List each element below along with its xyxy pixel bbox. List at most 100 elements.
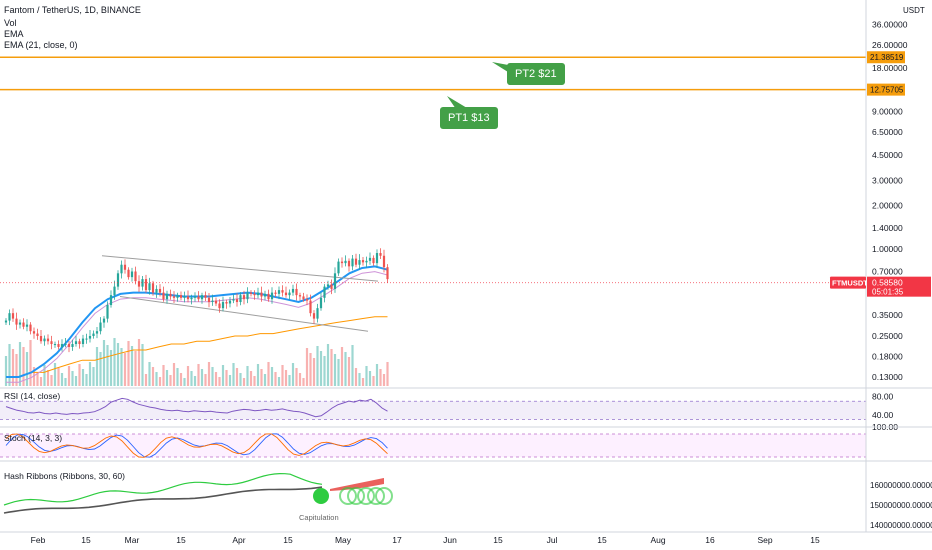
volume-bar [249, 371, 253, 386]
indicator-ema-label[interactable]: EMA [4, 29, 24, 39]
volume-bar [64, 378, 67, 386]
rsi-line [5, 397, 388, 418]
candle-body [277, 290, 281, 294]
candle-body [176, 295, 179, 298]
candle-body [312, 313, 316, 319]
volume-bar [225, 370, 228, 386]
volume-bar [235, 368, 239, 386]
currency-label: USDT [903, 6, 925, 15]
time-axis-label: Feb [31, 535, 46, 545]
volume-bar [218, 377, 221, 386]
volume-bar [95, 347, 99, 386]
volume-bar [36, 372, 39, 386]
time-axis-label: 15 [597, 535, 607, 545]
candle-body [379, 253, 382, 256]
candle-body [274, 292, 277, 294]
candlesticks [4, 248, 389, 353]
volume-bar [221, 365, 225, 386]
volume-bar [8, 344, 11, 386]
volume-bar [186, 366, 190, 386]
indicator-vol-label[interactable]: Vol [4, 18, 17, 28]
candle-body [25, 324, 29, 327]
channel-lines [101, 255, 379, 332]
price-tick-label: 36.00000 [872, 20, 908, 30]
volume-bar [4, 356, 8, 386]
volume-bar [85, 374, 88, 386]
candle-body [183, 296, 186, 298]
hash-recovery-dot [347, 487, 365, 505]
candle-body [372, 257, 375, 264]
candle-body [368, 257, 372, 261]
time-axis-label: Jun [443, 535, 457, 545]
candle-body [179, 295, 183, 298]
volume-bar [141, 344, 144, 386]
candle-body [235, 299, 239, 303]
volume-bar [361, 378, 365, 386]
volume-bar [319, 351, 323, 386]
candle-body [330, 284, 333, 289]
volume-bar [78, 364, 81, 386]
hash-annotation: Capitulation [299, 513, 339, 522]
volume-bar [323, 356, 326, 386]
volume-bar [242, 378, 246, 386]
candle-body [186, 296, 190, 300]
candle-body [207, 297, 211, 303]
candle-body [22, 322, 25, 327]
indicator-ema21-label[interactable]: EMA (21, close, 0) [4, 40, 78, 50]
level-badge-label-0: 21.38519 [870, 53, 904, 62]
price-tick-label: 6.50000 [872, 127, 903, 137]
time-axis-label: 15 [283, 535, 293, 545]
volume-bar [99, 352, 102, 386]
volume-bar [53, 363, 57, 386]
price-tick-label: 0.70000 [872, 267, 903, 277]
hash-recovery-dot [339, 487, 357, 505]
candle-body [382, 255, 386, 268]
candle-body [50, 341, 53, 345]
time-axis-label: Mar [125, 535, 140, 545]
candle-body [39, 336, 43, 342]
candle-body [302, 296, 305, 300]
candle-body [260, 292, 263, 297]
volume-bar [340, 347, 344, 386]
candle-body [137, 281, 141, 287]
candle-body [295, 288, 298, 296]
volume-bar [158, 377, 162, 386]
candle-body [305, 299, 309, 301]
candle-body [141, 279, 144, 287]
symbol-badge-bg [830, 276, 866, 289]
volume-bar [162, 365, 165, 386]
hash-tick-label: 140000000.00000 [870, 521, 932, 530]
volume-bar [288, 375, 291, 386]
pt2-callout: PT2 $21 [507, 63, 565, 85]
volume-bar [25, 352, 29, 386]
volume-bar [228, 375, 232, 386]
price-badge-bg [867, 276, 931, 297]
volume-bar [382, 374, 386, 386]
candle-body [169, 293, 172, 297]
candle-body [253, 293, 256, 296]
volume-bar [232, 363, 235, 386]
time-axis-label: May [335, 535, 352, 545]
price-tick-label: 3.00000 [872, 175, 903, 185]
volume-bar [351, 345, 354, 386]
candle-body [162, 292, 165, 300]
candle-body [288, 292, 291, 296]
candle-body [197, 296, 200, 300]
volume-bar [284, 370, 288, 386]
volume-bar [109, 350, 113, 386]
volume-bar [333, 354, 337, 386]
volume-bar [337, 359, 340, 386]
candle-body [228, 300, 232, 304]
volume-bar [277, 377, 281, 386]
volume-bar [281, 365, 284, 386]
candle-body [249, 292, 253, 294]
volume-bar [74, 376, 78, 386]
time-axis-label: Jul [547, 535, 558, 545]
indicator-panels: RSI (14, close) 80.00 40.00 Stoch (14, 3, 3… [0, 391, 932, 530]
volume-bar [263, 374, 267, 386]
hash-recovery-dot [375, 487, 393, 505]
volume-bar [375, 364, 379, 386]
